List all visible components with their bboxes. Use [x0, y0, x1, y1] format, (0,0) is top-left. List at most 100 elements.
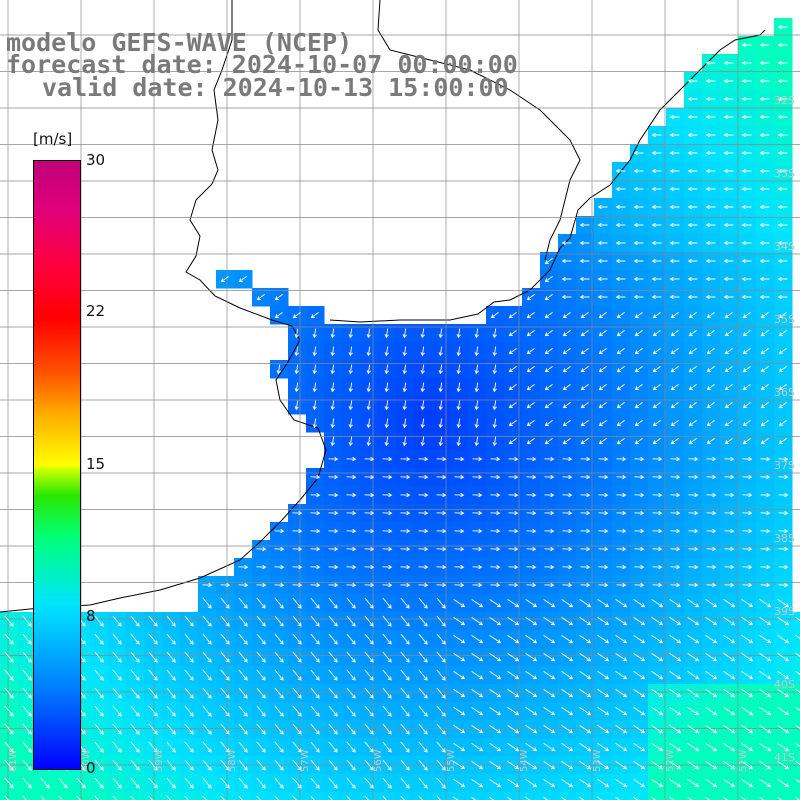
wind-arrow: [453, 635, 466, 644]
wind-arrow: [669, 761, 682, 770]
wind-arrow: [400, 705, 410, 717]
wind-arrow: [724, 474, 735, 480]
wind-arrow: [705, 294, 716, 300]
coastline: [0, 0, 327, 613]
wind-arrow: [652, 312, 661, 319]
wind-arrow: [634, 366, 643, 373]
wind-arrow: [687, 132, 698, 138]
wind-arrow: [436, 546, 447, 552]
latitude-label: 38S: [774, 532, 795, 545]
wind-arrow: [22, 777, 32, 789]
wind-arrow: [724, 510, 735, 516]
wind-arrow: [346, 474, 357, 480]
wind-arrow: [238, 633, 248, 645]
wind-arrow: [310, 795, 315, 800]
wind-arrow: [220, 669, 230, 681]
wind-arrow: [705, 150, 716, 156]
wind-arrow: [669, 132, 680, 138]
wind-arrow: [292, 669, 302, 681]
wind-arrow: [238, 687, 248, 699]
wind-arrow: [562, 564, 573, 570]
wind-arrow: [471, 761, 484, 770]
wind-arrow: [616, 582, 627, 588]
wind-arrow: [652, 492, 663, 498]
wind-arrow: [669, 186, 680, 192]
wind-arrow: [688, 564, 699, 570]
wind-arrow: [525, 725, 538, 734]
wind-arrow: [597, 276, 608, 282]
wind-arrow: [688, 492, 699, 498]
wind-arrow: [615, 725, 628, 734]
wind-arrow: [669, 779, 682, 788]
wind-arrow: [669, 743, 682, 752]
wind-arrow: [382, 528, 393, 534]
wind-arrow: [597, 689, 610, 698]
wind-arrow: [633, 294, 644, 300]
wind-arrow: [508, 420, 517, 427]
wind-arrow: [580, 510, 591, 516]
wind-arrow: [615, 689, 628, 698]
wind-arrow: [94, 633, 104, 645]
wind-arrow: [490, 492, 501, 498]
wind-arrow: [778, 312, 787, 319]
wind-arrow: [597, 240, 608, 246]
wind-arrow: [723, 294, 734, 300]
wind-arrow: [544, 474, 555, 480]
wind-cell: [612, 792, 631, 800]
wind-arrow: [670, 528, 681, 534]
wind-arrow: [489, 707, 502, 716]
wind-arrow: [418, 492, 429, 498]
wind-arrow: [382, 492, 393, 498]
wind-arrow: [420, 436, 425, 447]
wind-arrow: [670, 582, 681, 588]
wind-arrow: [580, 492, 591, 498]
wind-arrow: [687, 186, 698, 192]
wind-arrow: [384, 382, 389, 393]
wind-arrow: [507, 779, 520, 788]
wind-arrow: [274, 597, 284, 609]
wind-arrow: [292, 777, 302, 789]
wind-arrow: [633, 168, 644, 174]
wind-arrow: [795, 707, 800, 711]
wind-arrow: [651, 204, 662, 210]
wind-arrow: [741, 132, 752, 138]
wind-arrow: [22, 705, 32, 717]
wind-cell: [108, 792, 127, 800]
wind-arrow: [94, 687, 104, 699]
wind-arrow: [384, 436, 389, 447]
wind-arrow: [312, 382, 317, 393]
wind-arrow: [22, 687, 32, 699]
wind-arrow: [634, 384, 643, 391]
wind-arrow: [778, 348, 787, 355]
wind-arrow: [652, 402, 661, 409]
wind-arrow: [366, 382, 371, 393]
wind-arrow: [166, 723, 176, 735]
wind-arrow: [669, 276, 680, 282]
wind-arrow: [294, 346, 299, 357]
wind-arrow: [561, 779, 574, 788]
wind-arrow: [402, 328, 407, 339]
wind-arrow: [310, 582, 321, 588]
wind-arrow: [58, 777, 68, 789]
wind-arrow: [705, 689, 718, 698]
wind-arrow: [597, 653, 610, 662]
wind-arrow: [759, 707, 772, 716]
wind-arrow: [418, 474, 429, 480]
wind-arrow: [346, 705, 356, 717]
longitude-label: 56W: [373, 749, 384, 772]
wind-arrow: [328, 492, 339, 498]
wind-arrow: [741, 671, 754, 680]
wind-arrow: [579, 653, 592, 662]
wind-arrow: [687, 743, 700, 752]
wind-cell: [378, 792, 397, 800]
wind-arrow: [615, 635, 628, 644]
wind-arrow: [489, 671, 502, 680]
wind-arrow: [615, 617, 628, 626]
wind-arrow: [741, 276, 752, 282]
wind-arrow: [292, 723, 302, 735]
wind-arrow: [777, 150, 788, 156]
wind-arrow: [670, 492, 681, 498]
wind-arrow: [4, 633, 14, 645]
wind-arrow: [238, 759, 248, 771]
wind-arrow: [723, 186, 734, 192]
